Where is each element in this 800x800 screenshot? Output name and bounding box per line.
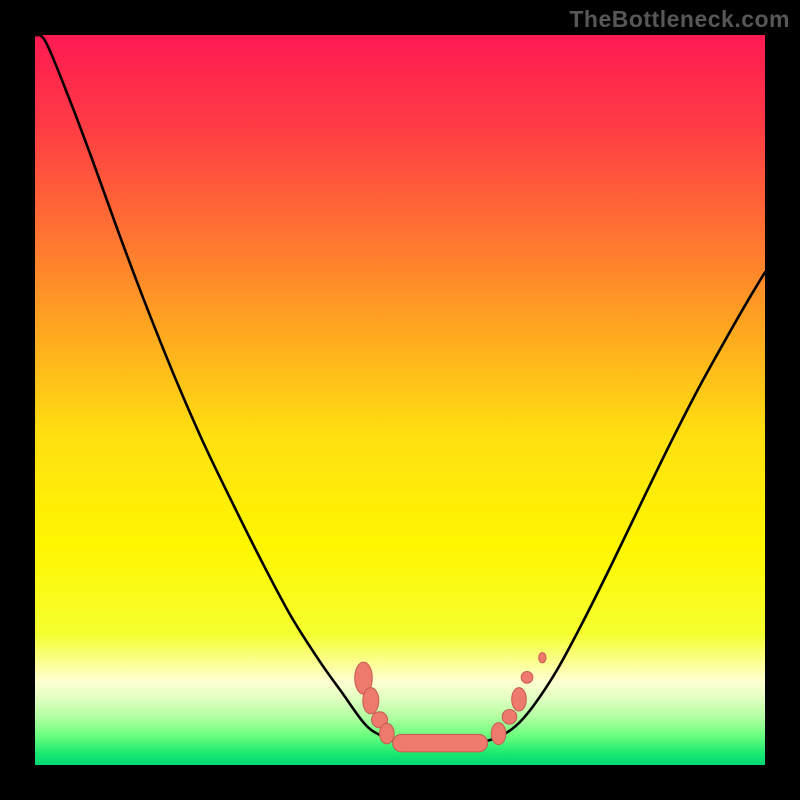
- marker-blob: [363, 688, 379, 714]
- watermark-text: TheBottleneck.com: [569, 6, 790, 33]
- marker-blob: [539, 653, 546, 663]
- marker-blob: [521, 672, 533, 684]
- marker-blob: [502, 710, 517, 725]
- gradient-background: [35, 35, 765, 765]
- marker-blob: [491, 723, 506, 745]
- marker-blob: [393, 734, 488, 752]
- bottleneck-chart: [0, 0, 800, 800]
- chart-frame: TheBottleneck.com: [0, 0, 800, 800]
- marker-blob: [512, 688, 527, 711]
- marker-blob: [380, 723, 395, 743]
